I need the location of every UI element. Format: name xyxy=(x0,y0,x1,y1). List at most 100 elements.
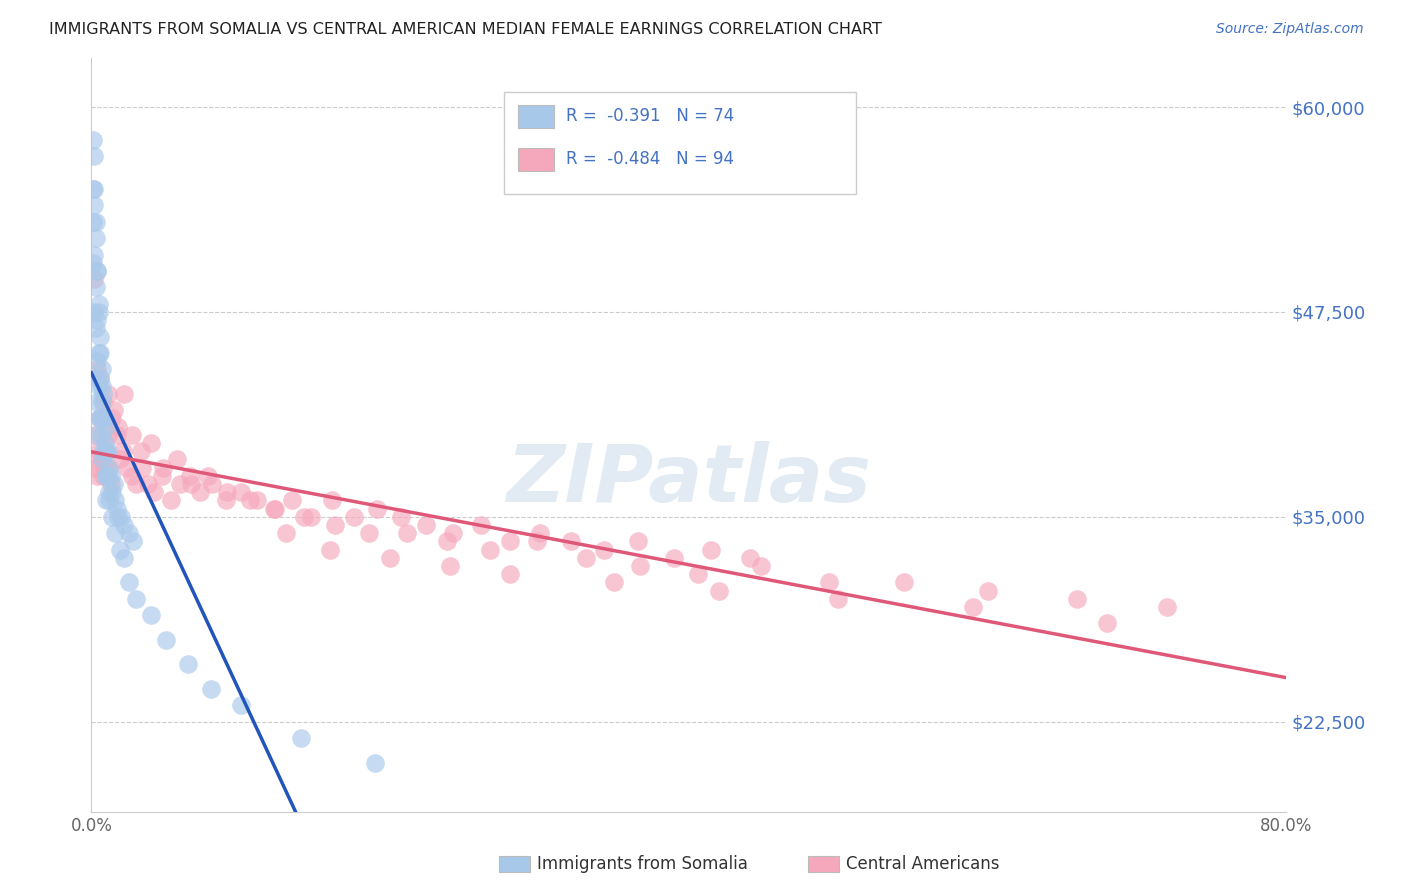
Point xyxy=(627,534,650,549)
Point xyxy=(529,526,551,541)
Point xyxy=(470,518,492,533)
Point xyxy=(98,460,121,475)
Point xyxy=(628,558,651,573)
Point xyxy=(98,485,121,500)
Point xyxy=(121,427,143,442)
Point xyxy=(274,526,297,541)
Point xyxy=(90,378,112,392)
Point xyxy=(321,493,343,508)
Point xyxy=(82,452,104,467)
Point xyxy=(89,370,111,384)
Point xyxy=(87,378,110,392)
Point xyxy=(83,149,105,163)
Point xyxy=(94,411,117,425)
Point xyxy=(280,493,302,508)
Point xyxy=(84,280,107,294)
Point xyxy=(86,468,108,483)
Point xyxy=(239,493,262,508)
Point xyxy=(84,231,107,245)
Point xyxy=(87,305,110,319)
Point xyxy=(166,452,188,467)
Point xyxy=(101,509,124,524)
Point xyxy=(395,526,418,541)
Point xyxy=(103,403,125,417)
FancyBboxPatch shape xyxy=(517,148,554,171)
Point xyxy=(179,468,201,483)
Point xyxy=(90,452,112,467)
Point xyxy=(159,493,181,508)
FancyBboxPatch shape xyxy=(499,856,530,872)
Point xyxy=(190,485,212,500)
Point xyxy=(97,387,120,401)
Point xyxy=(86,264,108,278)
Point xyxy=(118,526,141,541)
Point xyxy=(603,575,626,590)
Point xyxy=(129,444,152,458)
Point xyxy=(217,485,239,500)
Point xyxy=(96,468,118,483)
Text: R =  -0.391   N = 74: R = -0.391 N = 74 xyxy=(565,107,734,125)
Point xyxy=(104,493,127,508)
Point xyxy=(97,427,120,442)
Point xyxy=(94,444,117,458)
Point xyxy=(98,493,121,508)
Point xyxy=(686,567,709,582)
Point xyxy=(169,477,191,491)
Point xyxy=(499,567,522,582)
Point xyxy=(82,215,104,229)
Point xyxy=(83,427,105,442)
Point xyxy=(141,608,163,623)
Point xyxy=(90,427,112,442)
Point xyxy=(96,493,118,508)
Point xyxy=(93,411,115,425)
Point xyxy=(290,731,312,745)
FancyBboxPatch shape xyxy=(503,92,856,194)
Point xyxy=(93,387,115,401)
Point xyxy=(84,215,107,229)
Point xyxy=(263,501,285,516)
Point xyxy=(415,518,437,533)
Point xyxy=(100,468,122,483)
Point xyxy=(575,550,598,565)
Text: Central Americans: Central Americans xyxy=(846,855,1000,873)
Point xyxy=(89,346,111,360)
Point xyxy=(89,411,111,425)
Point xyxy=(499,534,522,549)
Point xyxy=(83,247,105,261)
Point xyxy=(201,477,224,491)
Point xyxy=(87,346,110,360)
Point xyxy=(86,264,108,278)
Point xyxy=(87,444,110,458)
Point xyxy=(436,534,458,549)
Point xyxy=(479,542,502,557)
Point xyxy=(526,534,548,549)
FancyBboxPatch shape xyxy=(808,856,839,872)
Point xyxy=(229,698,252,713)
Point xyxy=(112,518,135,533)
Point xyxy=(83,182,105,196)
Point xyxy=(82,133,104,147)
Point xyxy=(1156,599,1178,614)
Point xyxy=(122,534,145,549)
Point xyxy=(87,297,110,311)
Point xyxy=(86,354,108,368)
Point xyxy=(818,575,841,590)
Point xyxy=(893,575,915,590)
Point xyxy=(90,452,112,467)
Point xyxy=(111,444,134,458)
Point xyxy=(82,256,104,270)
Point xyxy=(177,657,200,672)
Text: ZIPatlas: ZIPatlas xyxy=(506,441,872,519)
Text: Source: ZipAtlas.com: Source: ZipAtlas.com xyxy=(1216,22,1364,37)
Point xyxy=(93,468,115,483)
Point xyxy=(98,460,121,475)
Point xyxy=(93,444,115,458)
Point xyxy=(749,558,772,573)
Point xyxy=(152,460,174,475)
Point xyxy=(104,526,127,541)
Point xyxy=(108,542,131,557)
Point xyxy=(143,485,166,500)
FancyBboxPatch shape xyxy=(517,105,554,128)
Point xyxy=(299,509,322,524)
Point xyxy=(1097,616,1119,631)
